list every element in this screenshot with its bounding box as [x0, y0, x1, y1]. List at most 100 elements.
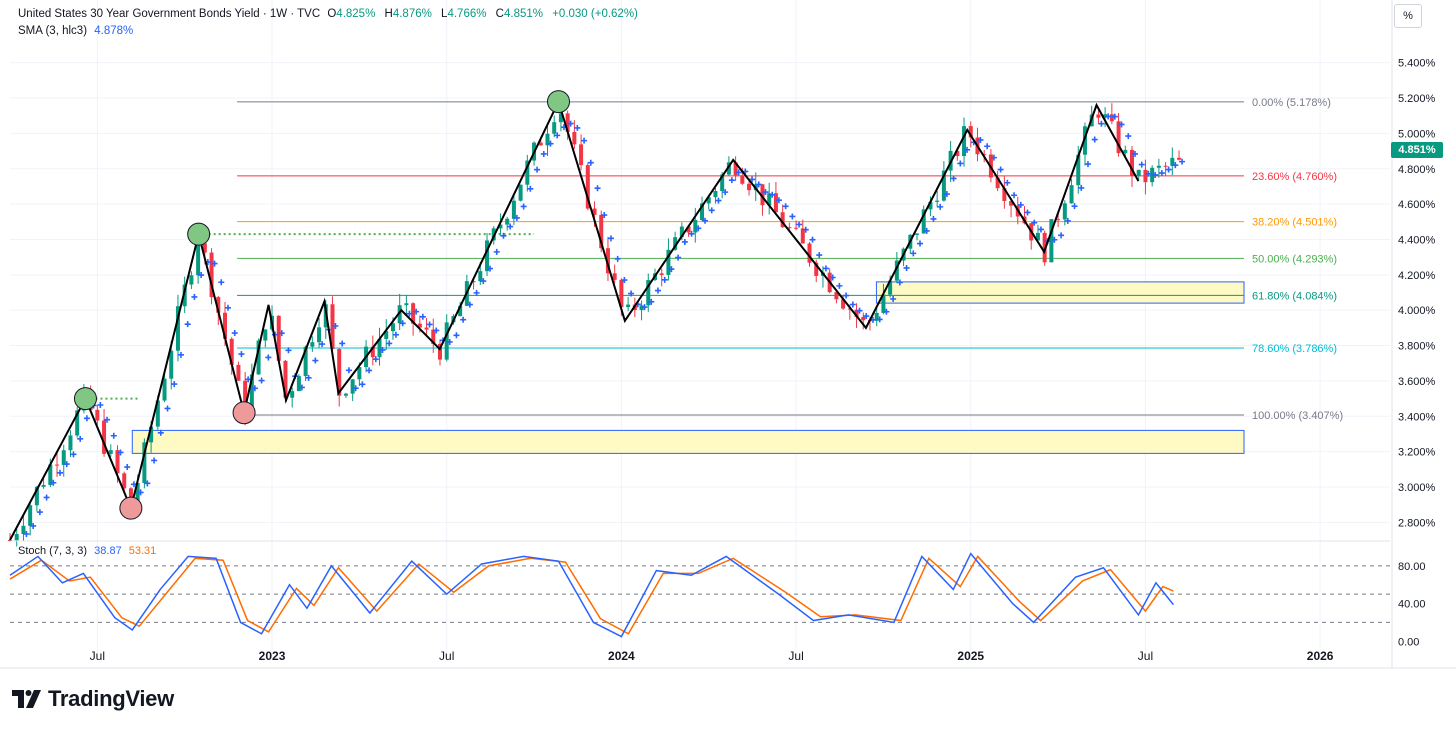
candle-body — [458, 305, 463, 317]
sma-marker — [305, 374, 312, 381]
sma-marker — [466, 301, 473, 308]
sma-marker — [675, 254, 682, 261]
candle-body — [229, 338, 234, 365]
stoch-tick-label: 80.00 — [1398, 561, 1426, 573]
price-tick-label: 3.600% — [1398, 376, 1436, 388]
sma-marker — [487, 265, 494, 272]
sma-marker — [460, 316, 467, 323]
candle-body — [726, 162, 731, 175]
candle-body — [538, 142, 543, 146]
sma-marker — [843, 292, 850, 299]
candle-body — [444, 322, 449, 360]
candle-body — [565, 113, 570, 132]
sma-marker — [681, 238, 688, 245]
pivot-low-marker — [119, 496, 143, 520]
sma-marker — [863, 313, 870, 320]
sma-marker — [775, 197, 782, 204]
candle-body — [95, 409, 100, 421]
candle-body — [28, 505, 33, 526]
sma-marker — [137, 489, 144, 496]
sma-marker — [910, 250, 917, 257]
sma-marker — [1031, 219, 1038, 226]
sma-marker — [1158, 170, 1165, 177]
candle-body — [854, 309, 859, 317]
sma-marker — [890, 295, 897, 302]
sma-marker — [218, 279, 225, 286]
candle-body — [370, 346, 375, 358]
price-tick-label: 3.800% — [1398, 341, 1436, 353]
change-value: +0.030 (+0.62%) — [552, 8, 638, 20]
sma-marker — [903, 264, 910, 271]
stoch-tick-label: 40.00 — [1398, 599, 1426, 611]
sma-marker — [574, 124, 581, 131]
sma-marker — [607, 235, 614, 242]
candle-body — [747, 183, 752, 191]
unit-button[interactable]: % — [1394, 4, 1422, 28]
sma-marker — [587, 159, 594, 166]
candle-body — [1096, 114, 1101, 118]
sma-markers — [23, 113, 1186, 538]
sma-marker — [419, 313, 426, 320]
sma-marker — [1165, 166, 1172, 173]
candle-body — [511, 200, 516, 219]
grid — [10, 0, 1390, 660]
candle-body — [189, 275, 194, 285]
candle-body — [995, 177, 1000, 189]
sma-marker — [1071, 203, 1078, 210]
sma-marker — [70, 451, 77, 458]
sma-marker — [171, 381, 178, 388]
time-tick-label: 2025 — [957, 649, 984, 663]
sma-marker — [1017, 201, 1024, 208]
last-price-tag: 4.851% — [1391, 142, 1443, 158]
sma-marker — [809, 236, 816, 243]
candle-body — [115, 450, 120, 474]
candle-body — [417, 323, 422, 328]
pivot-high-marker — [73, 387, 97, 411]
sma-marker — [513, 214, 520, 221]
sma-marker — [63, 461, 70, 468]
candle-body — [1123, 149, 1128, 154]
stoch-legend[interactable]: Stoch (7, 3, 3) 38.87 53.31 — [18, 545, 160, 557]
candle-body — [1163, 165, 1168, 167]
sma-marker — [386, 340, 393, 347]
candle-body — [175, 306, 180, 351]
sma-marker — [184, 321, 191, 328]
sma-marker — [661, 276, 668, 283]
tradingview-logo[interactable]: TradingView — [12, 686, 174, 712]
open-value: 4.825% — [336, 8, 376, 20]
candle-body — [626, 304, 631, 308]
candle-body — [1170, 157, 1175, 166]
candle-body — [202, 243, 207, 253]
candle-body — [1177, 157, 1182, 160]
sma-marker — [251, 385, 258, 392]
sma-marker — [97, 401, 104, 408]
sma-marker — [278, 330, 285, 337]
symbol-header[interactable]: United States 30 Year Government Bonds Y… — [18, 8, 638, 20]
sma-marker — [258, 377, 265, 384]
sma-marker — [849, 301, 856, 308]
sma-marker — [923, 227, 930, 234]
price-tick-label: 4.600% — [1398, 199, 1436, 211]
candle-body — [693, 219, 698, 233]
sma-marker — [312, 357, 319, 364]
candle-body — [894, 260, 899, 281]
sma-marker — [426, 321, 433, 328]
candle-body — [404, 303, 409, 306]
candle-body — [673, 237, 678, 250]
candle-body — [276, 315, 281, 361]
sma-marker — [1058, 232, 1065, 239]
candle-body — [1156, 165, 1161, 168]
sma-marker — [352, 385, 359, 392]
sma-legend[interactable]: SMA (3, hlc3) 4.878% — [18, 25, 139, 37]
candle-body — [14, 534, 19, 541]
candle-body — [122, 473, 127, 489]
stoch-label: Stoch (7, 3, 3) — [18, 545, 88, 557]
low-value: 4.766% — [447, 8, 487, 20]
candle-body — [612, 273, 617, 280]
sma-marker — [581, 137, 588, 144]
sma-marker — [413, 308, 420, 315]
sma-marker — [796, 221, 803, 228]
sma-marker — [943, 191, 950, 198]
sma-marker — [30, 522, 37, 529]
